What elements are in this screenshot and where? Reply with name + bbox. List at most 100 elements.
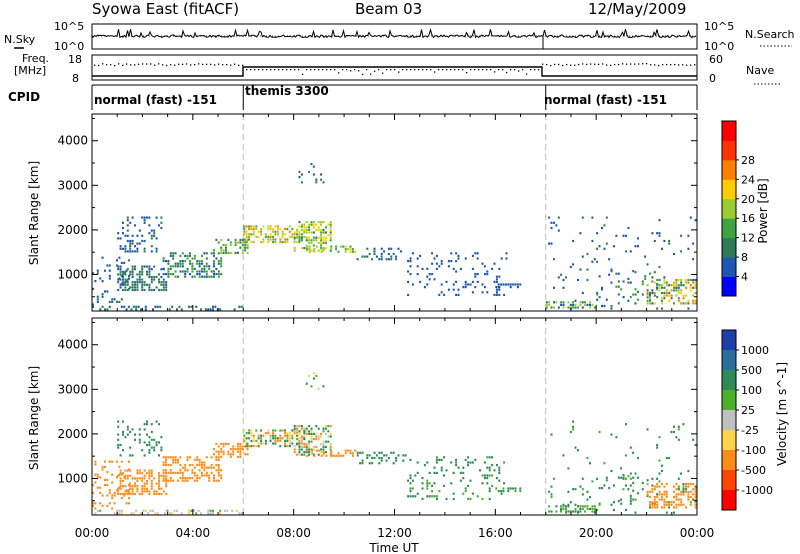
data-cell — [378, 258, 381, 261]
data-cell — [94, 460, 97, 463]
data-cell — [317, 387, 320, 390]
data-cell — [141, 477, 144, 480]
data-cell — [632, 481, 635, 484]
data-cell — [179, 260, 182, 263]
data-cell — [200, 512, 202, 515]
data-cell — [298, 225, 301, 228]
data-cell — [471, 280, 474, 283]
data-cell — [104, 269, 106, 272]
data-cell — [305, 228, 308, 231]
data-cell — [680, 250, 683, 253]
data-cell — [327, 234, 330, 237]
data-cell — [120, 509, 123, 512]
nave-dot — [162, 64, 164, 66]
data-cell — [143, 221, 146, 224]
data-cell — [174, 461, 177, 464]
data-cell — [574, 303, 577, 306]
data-cell — [123, 494, 126, 497]
data-cell — [310, 385, 313, 388]
data-cell — [244, 249, 247, 252]
nave-dot — [438, 69, 440, 71]
data-cell — [94, 502, 97, 505]
data-cell — [176, 308, 178, 311]
data-cell — [613, 484, 615, 487]
nave-dot — [650, 64, 652, 66]
nave-dot — [94, 64, 96, 66]
data-cell — [668, 242, 671, 245]
data-cell — [205, 466, 208, 469]
data-cell — [649, 299, 651, 302]
data-cell — [495, 477, 498, 480]
data-cell — [397, 247, 400, 250]
data-cell — [646, 296, 649, 299]
colorbar-tick-label: 1000 — [741, 344, 769, 357]
cpid-mode-3: normal (fast) -151 — [544, 93, 667, 107]
data-cell — [646, 494, 649, 497]
data-cell — [312, 372, 315, 375]
data-cell — [617, 302, 620, 305]
nave-dot — [194, 64, 196, 66]
data-cell — [677, 289, 680, 292]
data-cell — [565, 505, 567, 508]
data-cell — [124, 245, 127, 248]
data-cell — [598, 275, 601, 278]
data-cell — [111, 300, 114, 303]
data-cell — [586, 507, 589, 510]
data-cell — [104, 460, 106, 463]
data-cell — [658, 493, 661, 496]
data-cell — [305, 249, 308, 252]
data-cell — [503, 482, 506, 485]
data-cell — [179, 262, 182, 265]
data-cell — [126, 288, 129, 292]
data-cell — [141, 492, 144, 496]
data-cell — [239, 453, 242, 456]
data-cell — [656, 501, 659, 504]
nave-dot — [230, 64, 232, 66]
colorbar-frame — [721, 120, 737, 297]
nave-dot — [474, 69, 476, 71]
nave-dot — [554, 63, 556, 66]
data-cell — [117, 443, 120, 447]
data-cell — [440, 291, 443, 294]
data-cell — [550, 242, 553, 245]
data-cell — [286, 238, 289, 241]
data-cell — [656, 477, 659, 480]
data-cell — [264, 442, 267, 445]
data-cell — [101, 295, 104, 298]
data-cell — [189, 254, 191, 257]
data-cell — [276, 439, 279, 442]
nave-dot — [402, 69, 404, 71]
data-cell — [148, 286, 151, 289]
data-cell — [138, 281, 141, 284]
data-cell — [665, 284, 668, 287]
data-cell — [651, 291, 654, 295]
data-cell — [274, 241, 277, 244]
data-cell — [315, 374, 318, 377]
data-cell — [148, 273, 151, 276]
data-cell — [687, 490, 690, 493]
data-cell — [101, 305, 104, 308]
data-cell — [136, 242, 139, 245]
data-cell — [257, 442, 260, 445]
data-cell — [134, 281, 136, 284]
data-cell — [308, 430, 311, 433]
data-cell — [291, 434, 294, 437]
data-cell — [172, 265, 175, 268]
data-cell — [694, 488, 697, 491]
data-cell — [665, 291, 668, 295]
data-cell — [375, 454, 378, 457]
data-cell — [380, 451, 383, 454]
data-cell — [675, 495, 678, 499]
data-cell — [200, 308, 202, 311]
data-cell — [167, 275, 170, 278]
data-cell — [497, 286, 500, 289]
data-cell — [286, 241, 289, 244]
data-cell — [156, 512, 159, 515]
data-cell — [373, 250, 376, 253]
data-cell — [122, 430, 124, 434]
data-cell — [300, 445, 303, 448]
data-cell — [172, 254, 175, 257]
data-cell — [96, 476, 99, 479]
data-cell — [141, 490, 144, 493]
data-cell — [125, 502, 128, 505]
